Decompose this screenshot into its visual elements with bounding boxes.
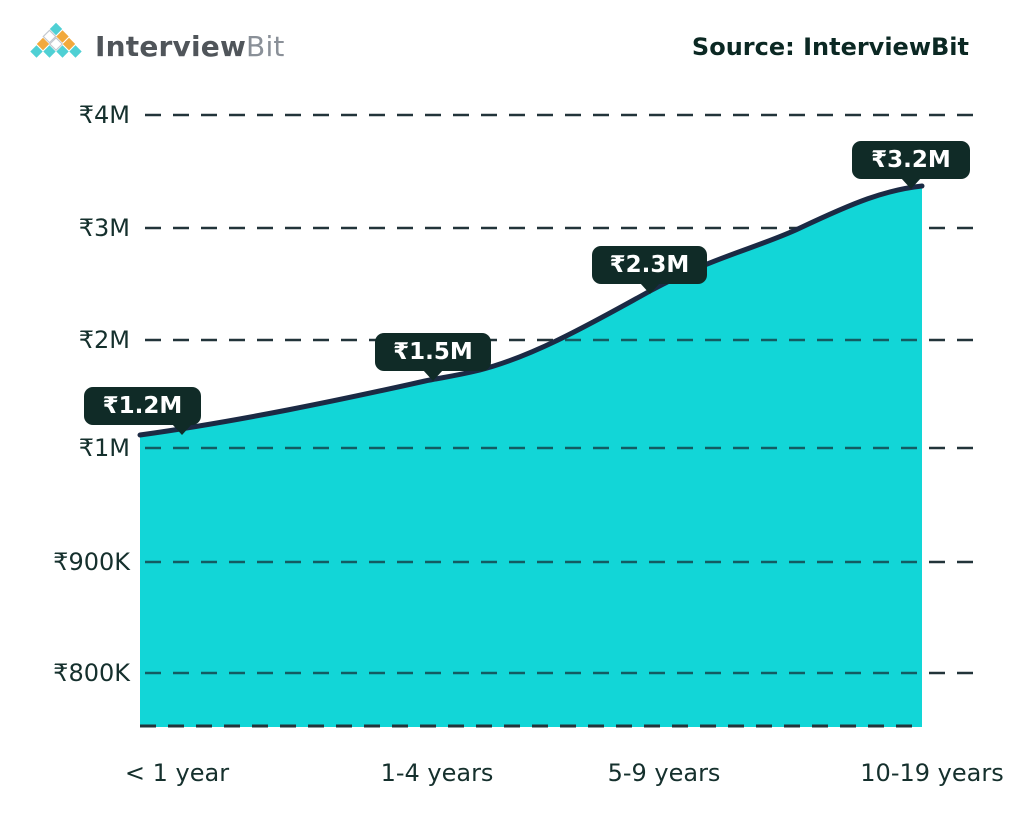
y-tick-900k: ₹900K bbox=[53, 548, 130, 576]
brand-wordmark: InterviewBit bbox=[95, 30, 285, 63]
x-tick-1-4-years: 1-4 years bbox=[380, 759, 494, 787]
x-tick-5-9-years: 5-9 years bbox=[607, 759, 721, 787]
y-tick-4m: ₹4M bbox=[78, 101, 130, 129]
brand-text-bit: Bit bbox=[246, 29, 285, 63]
tooltip-3-2m: ₹3.2M bbox=[852, 141, 970, 179]
x-tick-lt-1-year: < 1 year bbox=[124, 759, 230, 787]
tooltip-1-2m: ₹1.2M bbox=[84, 387, 201, 435]
tooltip-2-3m: ₹2.3M bbox=[592, 246, 707, 284]
area-fill bbox=[140, 186, 922, 727]
salary-trend-line bbox=[137, 183, 925, 438]
x-tick-10-19-years: 10-19 years bbox=[860, 759, 1004, 787]
y-tick-800k: ₹800K bbox=[53, 659, 130, 687]
source-label: Source: InterviewBit bbox=[691, 33, 969, 61]
y-tick-1m: ₹1M bbox=[78, 434, 130, 462]
tooltip-1-5m: ₹1.5M bbox=[375, 333, 491, 371]
brand-text-interview: Interview bbox=[95, 29, 247, 63]
y-tick-2m: ₹2M bbox=[78, 326, 130, 354]
interviewbit-logo: InterviewBit bbox=[30, 22, 285, 70]
interviewbit-pyramid-icon bbox=[30, 22, 82, 58]
y-tick-3m: ₹3M bbox=[78, 214, 130, 242]
